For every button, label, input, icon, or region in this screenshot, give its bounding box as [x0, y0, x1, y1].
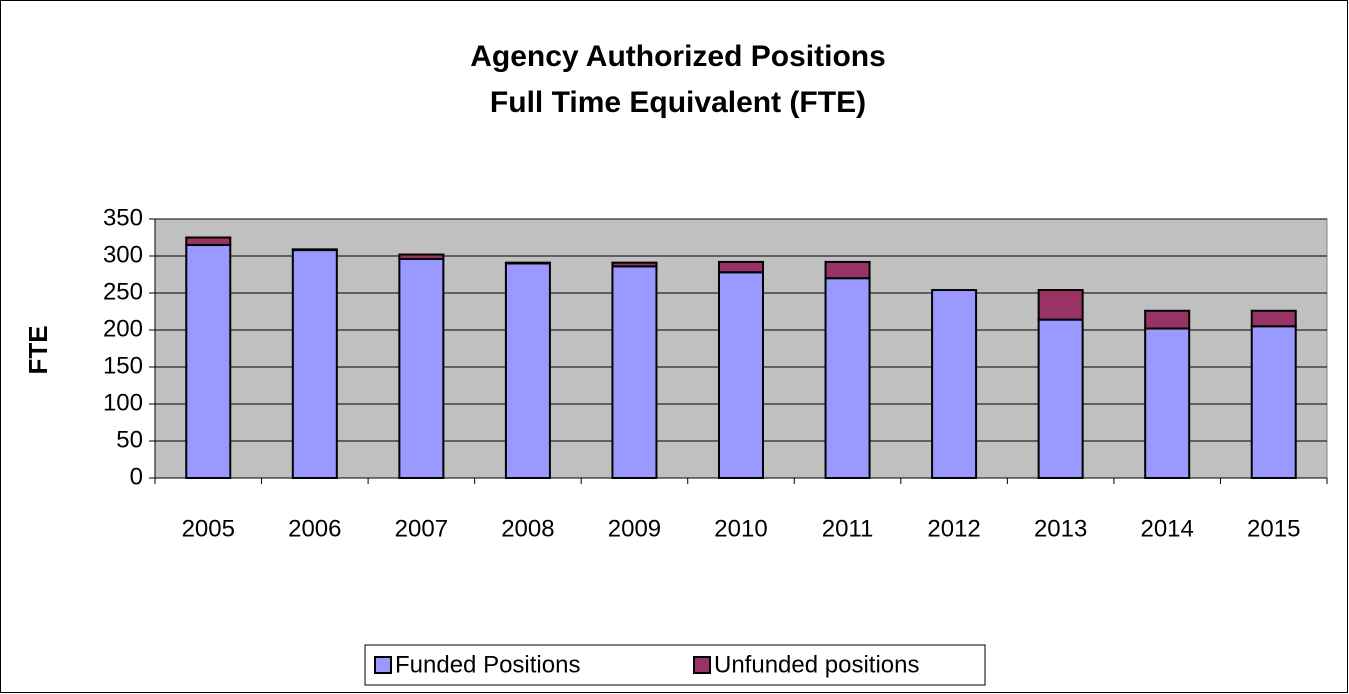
- legend-label: Unfunded positions: [714, 651, 919, 678]
- chart-subtitle: Full Time Equivalent (FTE): [490, 86, 866, 119]
- x-tick-label: 2006: [288, 515, 341, 542]
- bar-segment: [185, 243, 232, 479]
- bar-segment: [1037, 289, 1084, 321]
- y-tick-label: 150: [103, 352, 143, 379]
- x-tick-label: 2009: [608, 515, 661, 542]
- bar-segment: [931, 289, 978, 480]
- bar-segment: [398, 257, 445, 479]
- chart-title: Agency Authorized Positions: [470, 40, 886, 73]
- y-tick-label: 50: [116, 426, 143, 453]
- y-tick-label: 200: [103, 315, 143, 342]
- x-tick-label: 2011: [822, 515, 874, 542]
- legend-swatch: [693, 656, 711, 674]
- bar-segment: [1250, 325, 1297, 479]
- legend-swatch: [374, 656, 392, 674]
- bar-segment: [824, 277, 871, 480]
- x-tick-label: 2012: [927, 515, 980, 542]
- legend-box: [364, 644, 986, 686]
- bar-segment: [291, 249, 338, 479]
- bar-segment: [611, 261, 658, 268]
- bar-segment: [185, 236, 232, 246]
- y-tick-label: 350: [103, 204, 143, 231]
- x-tick-label: 2015: [1247, 515, 1300, 542]
- x-tick-label: 2013: [1034, 515, 1087, 542]
- x-tick-label: 2008: [501, 515, 554, 542]
- bar-segment: [611, 265, 658, 479]
- bar-segment: [824, 260, 871, 280]
- bar-segment: [1250, 309, 1297, 328]
- y-axis-label: FTE: [23, 325, 53, 374]
- legend-label: Funded Positions: [395, 651, 580, 678]
- bar-segment: [291, 248, 338, 252]
- x-tick-label: 2007: [395, 515, 448, 542]
- bar-segment: [504, 262, 551, 479]
- bar-segment: [1144, 309, 1191, 330]
- bar-segment: [504, 261, 551, 265]
- y-tick-label: 250: [103, 278, 143, 305]
- y-tick-label: 0: [130, 463, 143, 490]
- bar-segment: [398, 253, 445, 260]
- bar-segment: [1144, 327, 1191, 479]
- y-tick-label: 100: [103, 389, 143, 416]
- x-tick-label: 2005: [182, 515, 235, 542]
- x-tick-label: 2010: [714, 515, 767, 542]
- y-tick-label: 300: [103, 241, 143, 268]
- bar-segment: [1037, 318, 1084, 480]
- bar-segment: [718, 271, 764, 479]
- x-tick-label: 2014: [1140, 515, 1193, 542]
- bar-segment: [718, 260, 764, 274]
